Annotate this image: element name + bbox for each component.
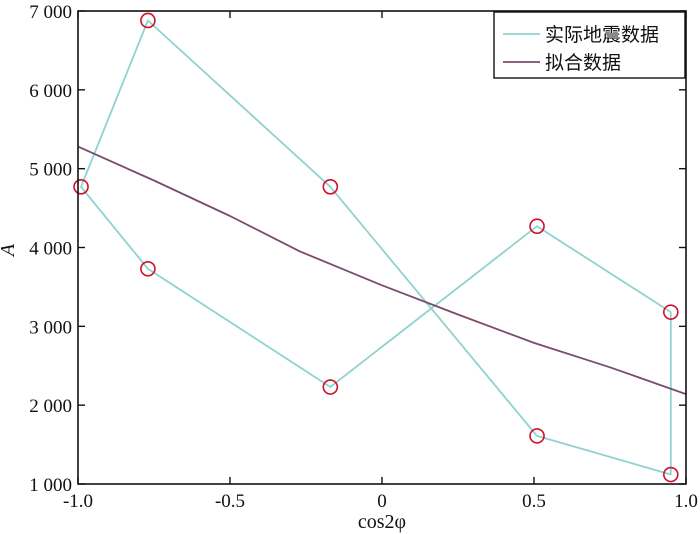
- legend: 实际地震数据 拟合数据: [493, 11, 686, 79]
- x-axis-title: cos2φ: [358, 511, 406, 533]
- data-point-marker: [140, 12, 156, 29]
- data-point-marker: [322, 379, 339, 395]
- data-point-marker: [322, 178, 339, 195]
- series-line-fit: [77, 145, 687, 395]
- y-tick-label: 7 000: [29, 2, 72, 23]
- x-tick-label: -1.0: [63, 491, 93, 512]
- legend-box: [493, 11, 686, 79]
- y-axis-title: A: [0, 243, 19, 258]
- series-layer: [77, 19, 687, 476]
- y-tick-label: 1 000: [29, 475, 72, 496]
- marker-layer: [73, 12, 679, 483]
- y-tick-label: 4 000: [29, 239, 72, 260]
- x-tick-label: -0.5: [215, 491, 245, 512]
- y-tick-label: 5 000: [29, 160, 72, 181]
- legend-label-actual: 实际地震数据: [545, 24, 659, 46]
- data-point-marker: [662, 466, 679, 483]
- x-tick-label: 1.0: [674, 491, 698, 512]
- data-point-marker: [529, 218, 545, 235]
- y-tick-label: 6 000: [29, 81, 72, 102]
- plot-frame: [77, 10, 687, 485]
- y-tick-label: 2 000: [29, 396, 72, 417]
- data-point-marker: [529, 428, 545, 444]
- data-point-marker: [662, 304, 679, 320]
- y-tick-label: 3 000: [29, 317, 72, 338]
- legend-label-fit: 拟合数据: [545, 52, 621, 74]
- data-point-marker: [73, 178, 89, 195]
- data-point-marker: [140, 260, 156, 277]
- x-tick-label: 0.5: [522, 491, 546, 512]
- series-line-actual: [80, 19, 672, 476]
- x-tick-label: 0: [377, 491, 387, 512]
